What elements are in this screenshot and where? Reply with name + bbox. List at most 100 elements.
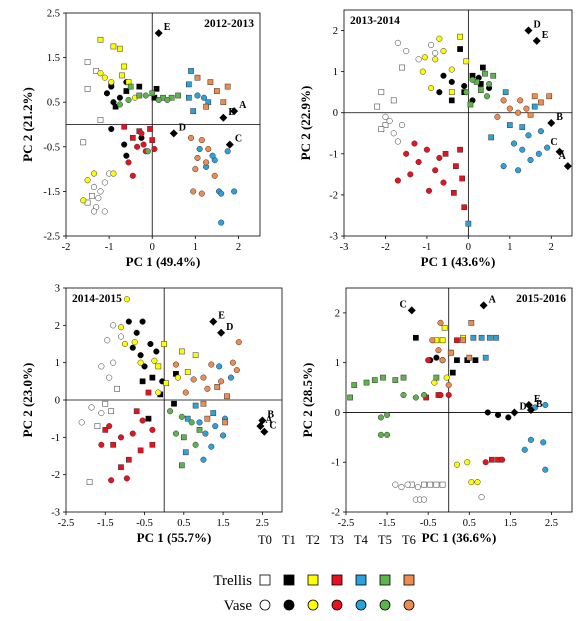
- point-T0-vase: [403, 48, 410, 55]
- point-T6-vase: [172, 361, 180, 368]
- point-T5-trellis: [477, 87, 484, 93]
- point-T2-vase: [419, 68, 426, 75]
- point-T0-vase: [117, 333, 125, 340]
- loading-marker: [260, 427, 269, 436]
- point-T1-vase: [461, 82, 468, 90]
- point-T5-vase: [377, 414, 384, 421]
- point-T4-vase: [227, 374, 234, 381]
- point-T6-vase: [190, 376, 197, 383]
- loading-marker: [169, 129, 178, 138]
- point-T4-trellis: [493, 334, 499, 341]
- legend-group-label: T4: [354, 533, 369, 547]
- point-T6-trellis: [447, 349, 454, 356]
- panel-title: 2013-2014: [350, 15, 400, 27]
- point-T0-trellis: [84, 85, 91, 92]
- legend-group-label: T2: [306, 533, 320, 547]
- point-T5-vase: [377, 431, 384, 438]
- point-T4-trellis: [531, 103, 538, 110]
- point-T3-vase: [140, 141, 147, 148]
- loading-label: B: [536, 399, 543, 410]
- point-T5-trellis: [371, 377, 378, 383]
- point-T1-vase: [440, 72, 447, 79]
- point-T3-trellis: [453, 163, 459, 169]
- point-T5-vase: [188, 419, 195, 426]
- point-T1-trellis: [454, 357, 460, 364]
- point-T3-vase: [432, 167, 439, 174]
- point-T5-trellis: [363, 379, 370, 386]
- loading-marker: [479, 301, 488, 310]
- point-T6-trellis: [214, 384, 221, 390]
- loading-label: B: [556, 112, 563, 123]
- point-T6-trellis: [224, 83, 231, 90]
- point-T1-trellis: [145, 415, 152, 422]
- loading-label: Ã: [559, 150, 567, 162]
- point-T4-vase: [542, 466, 549, 473]
- legend-square-T2: [307, 574, 319, 586]
- point-T1-vase: [147, 340, 154, 348]
- y-tick-label: -3: [51, 508, 60, 519]
- point-T0-trellis: [374, 103, 381, 110]
- legend-row-label: Vase: [224, 598, 253, 614]
- y-tick-label: -3: [329, 232, 338, 243]
- point-T4-trellis: [190, 108, 197, 114]
- point-T3-vase: [425, 187, 433, 194]
- point-T1-vase: [505, 414, 512, 421]
- point-T1-trellis: [136, 83, 143, 90]
- loading-marker: [219, 113, 228, 122]
- x-tick-label: 2.5: [545, 518, 558, 529]
- point-T0-trellis: [390, 97, 397, 104]
- point-T6-vase: [506, 105, 513, 112]
- point-T3-vase: [436, 154, 443, 161]
- y-tick-label: 2: [55, 321, 60, 332]
- point-T6-vase: [500, 97, 507, 104]
- point-T4-vase: [224, 148, 231, 155]
- point-T3-vase: [106, 423, 113, 430]
- point-T0-trellis: [86, 479, 93, 485]
- point-T0-trellis: [378, 89, 385, 96]
- point-T2-vase: [443, 374, 450, 381]
- x-tick-label: -1.5: [97, 518, 114, 529]
- panel-title: 2012-2013: [204, 18, 254, 30]
- point-T5-vase: [421, 391, 428, 399]
- x-tick-label: -2: [62, 242, 71, 253]
- point-T5-trellis: [400, 374, 407, 381]
- y-tick-label: -1.5: [43, 187, 60, 198]
- point-T6-trellis: [224, 393, 230, 400]
- loading-label: C: [400, 299, 407, 310]
- point-T0-vase: [104, 337, 111, 344]
- point-T4-vase: [218, 219, 225, 226]
- y-tick-label: 3: [55, 284, 60, 295]
- point-T5-vase: [469, 76, 476, 83]
- point-T5-vase: [400, 391, 407, 399]
- y-tick-label: -2: [329, 190, 338, 201]
- loading-marker: [217, 328, 226, 337]
- point-T5-vase: [155, 96, 162, 104]
- point-T0-vase: [97, 188, 104, 195]
- legend-group-label: T3: [330, 533, 344, 547]
- point-T4-vase: [542, 401, 549, 409]
- point-T3-vase: [125, 159, 132, 166]
- legend-circle-T2: [307, 599, 319, 611]
- y-axis-label: PC 2 (21.2%): [20, 87, 35, 162]
- point-T2-vase: [101, 74, 108, 81]
- point-T1-vase: [108, 125, 115, 133]
- legend-square-T1: [283, 574, 295, 586]
- point-T2-vase: [110, 170, 117, 177]
- pca-panel-1: -2 -1 0 1 2 -2.5 -1.5 -0.5 0.5 1.5 2.5 PC 1 (49.4%)…: [20, 9, 261, 269]
- point-T2-trellis: [448, 89, 455, 96]
- x-tick-label: -2.5: [338, 518, 355, 529]
- point-T5-trellis: [380, 374, 386, 381]
- y-tick-label: 0.5: [47, 98, 60, 109]
- plot-frame: [343, 9, 573, 237]
- point-T2-vase: [468, 479, 475, 486]
- point-T2-vase: [151, 357, 158, 364]
- loading-marker: [563, 162, 572, 171]
- point-T4-vase: [537, 128, 544, 135]
- x-tick-label: -0.5: [136, 518, 153, 529]
- point-T6-vase: [205, 145, 212, 153]
- y-tick-label: 1: [335, 358, 340, 369]
- loading-marker: [225, 140, 234, 149]
- point-T4-vase: [544, 144, 551, 151]
- point-T4-trellis: [210, 410, 217, 416]
- point-T0-trellis: [439, 481, 446, 488]
